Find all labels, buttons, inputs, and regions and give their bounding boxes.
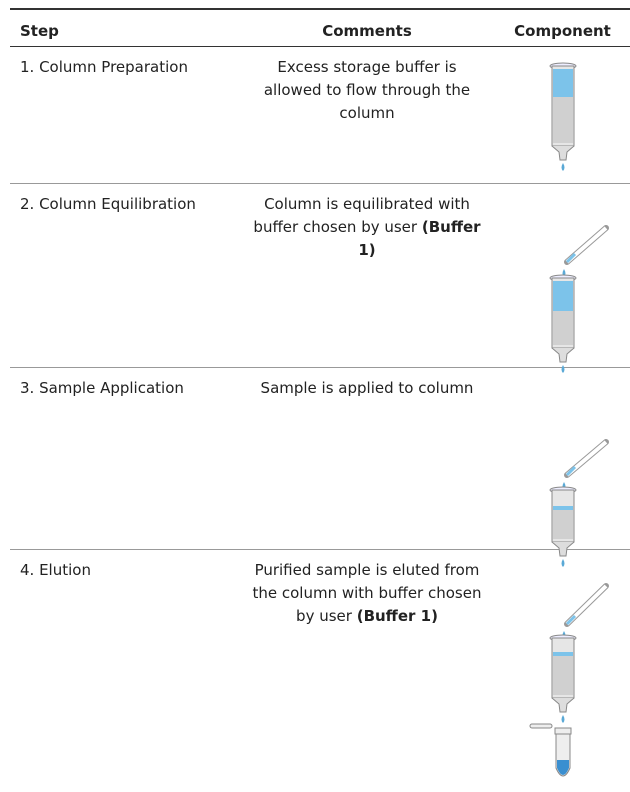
illustration-part <box>551 347 575 363</box>
illustration-part <box>553 656 573 695</box>
comment-text: Sample is applied to column <box>260 379 474 397</box>
illustration-part <box>561 365 565 373</box>
step: 4. Elution <box>20 561 91 579</box>
illustration-part <box>565 465 577 477</box>
illustration-part <box>561 715 565 723</box>
illustration-part <box>565 252 577 264</box>
rule <box>10 549 630 550</box>
comment: Purified sample is eluted from the colum… <box>250 559 484 628</box>
step: 1. Column Preparation <box>20 58 188 76</box>
comment-bold: (Buffer 1) <box>356 607 438 625</box>
rule <box>10 367 630 368</box>
illustration-part <box>553 97 573 143</box>
illustration-part <box>561 163 565 171</box>
illustration-part <box>529 723 553 729</box>
illustration-part <box>553 311 573 345</box>
step: 2. Column Equilibration <box>20 195 196 213</box>
illustration-part <box>565 614 577 626</box>
comment-text: Column is equilibrated with buffer chose… <box>253 195 470 236</box>
illustration-part <box>561 559 565 567</box>
comment: Excess storage buffer is allowed to flow… <box>250 56 484 125</box>
header: Comments <box>322 22 412 40</box>
rule <box>10 46 630 47</box>
comment-text: Excess storage buffer is allowed to flow… <box>263 58 471 122</box>
rule <box>10 8 630 10</box>
illustration-part <box>553 281 573 311</box>
rule <box>10 183 630 184</box>
header: Component <box>514 22 611 40</box>
illustration-part <box>551 541 575 557</box>
step: 3. Sample Application <box>20 379 184 397</box>
illustration-part <box>553 506 573 510</box>
header: Step <box>20 22 59 40</box>
illustration-part <box>553 652 573 656</box>
comment: Column is equilibrated with buffer chose… <box>250 193 484 262</box>
comment: Sample is applied to column <box>250 377 484 400</box>
illustration-part <box>551 697 575 713</box>
illustration-part <box>553 510 573 539</box>
illustration-part <box>553 69 573 97</box>
illustration-part <box>557 760 569 775</box>
illustration-part <box>554 727 572 735</box>
illustration-part <box>551 145 575 161</box>
comment-bold: (Buffer 1) <box>358 218 481 259</box>
comment-text: Purified sample is eluted from the colum… <box>252 561 482 625</box>
